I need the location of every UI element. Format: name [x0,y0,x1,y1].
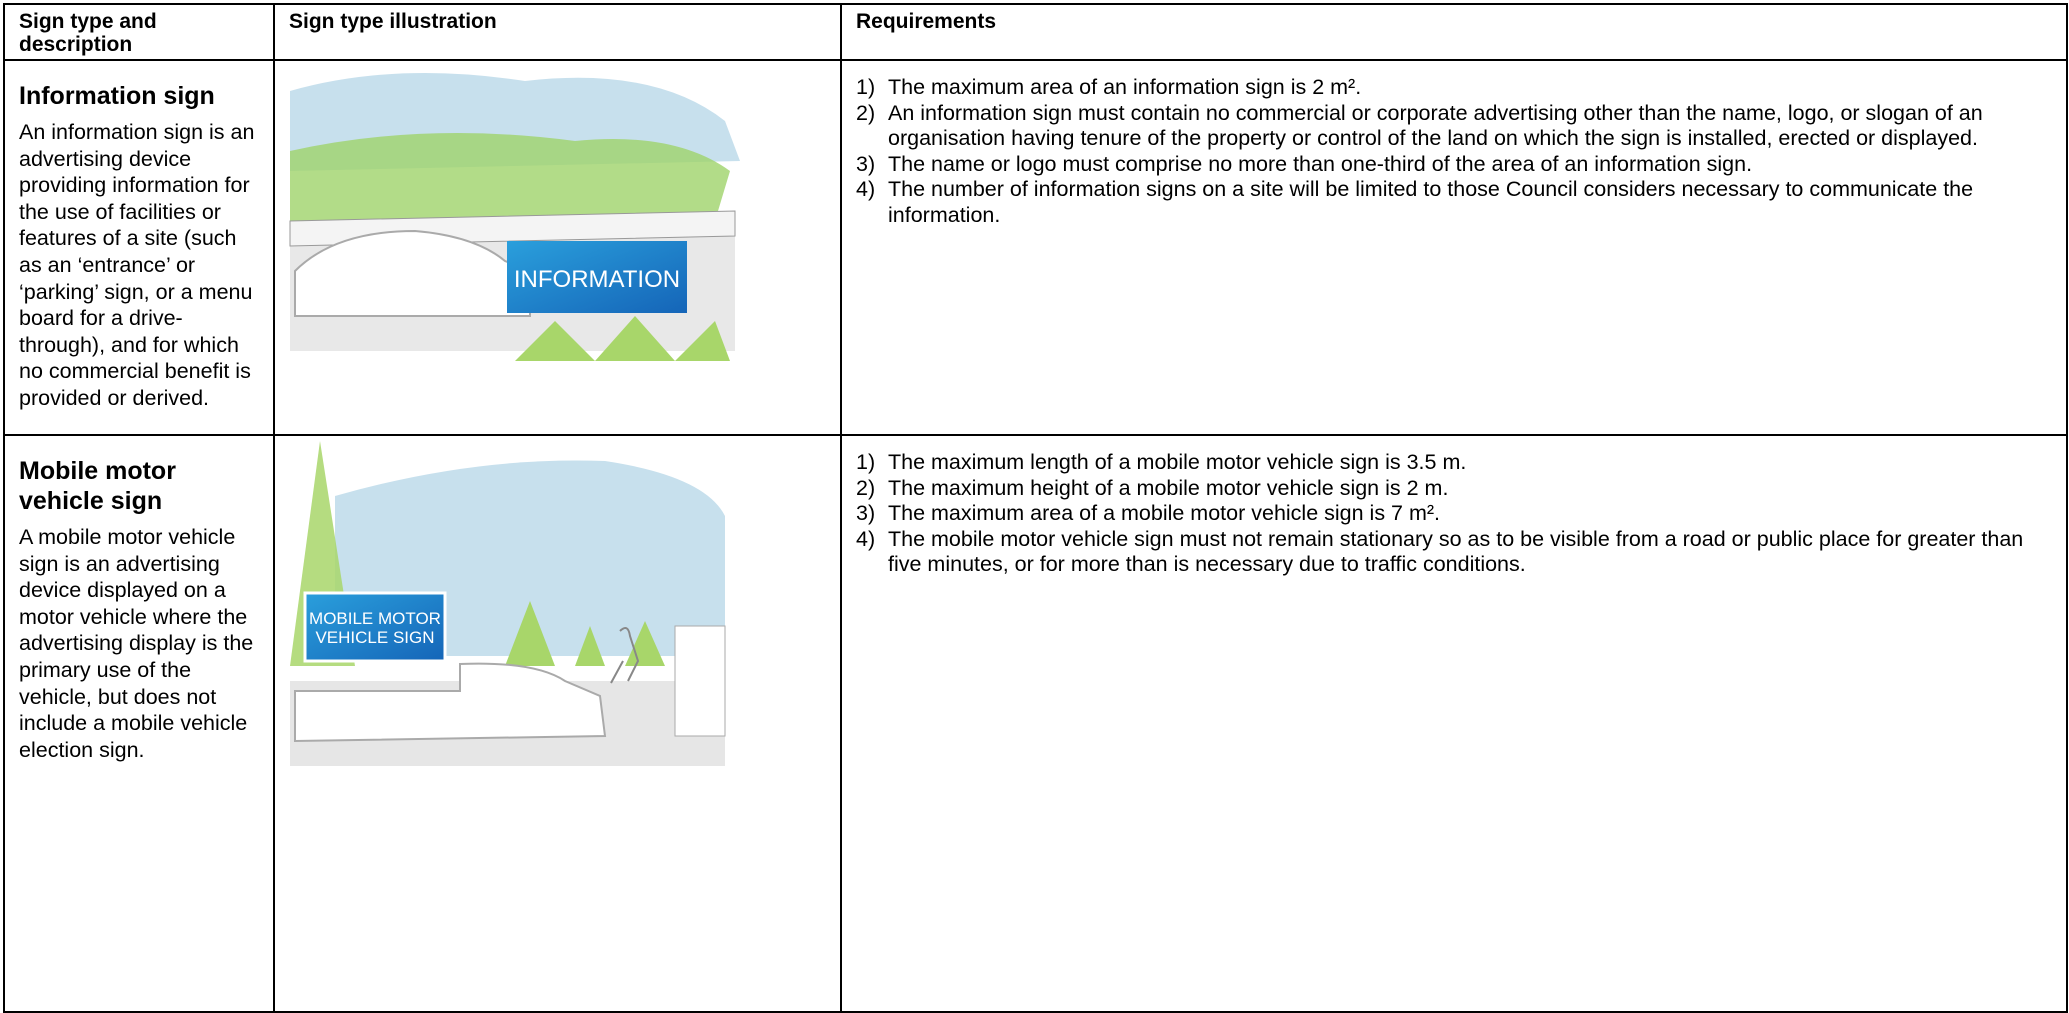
sign-text: INFORMATION [514,266,680,293]
requirement: 2)An information sign must contain no co… [856,101,2046,152]
requirement-number: 2) [856,101,888,152]
requirement-text: The maximum height of a mobile motor veh… [888,476,1448,502]
description-cell: Information sign An information sign is … [4,60,274,435]
illustration-cell: MOBILE MOTOR VEHICLE SIGN [274,435,841,1012]
requirement-text: The maximum area of an information sign … [888,75,1361,101]
requirement-number: 3) [856,501,888,527]
requirements-cell: 1)The maximum area of an information sig… [841,60,2067,435]
sign-title: Information sign [19,81,263,111]
requirement-number: 1) [856,450,888,476]
sign-text: VEHICLE SIGN [315,628,434,647]
header-cell: Sign type and description [4,4,274,60]
illustration: MOBILE MOTOR VEHICLE SIGN [275,436,842,766]
sign-text: MOBILE MOTOR [309,609,441,628]
requirement-number: 3) [856,152,888,178]
requirement: 4)The mobile motor vehicle sign must not… [856,527,2046,578]
page: Sign type and description Sign type illu… [0,0,2069,1009]
requirement-text: An information sign must contain no comm… [888,101,2046,152]
row: Mobile motor vehicle sign A mobile motor… [4,435,2067,1012]
requirement-text: The mobile motor vehicle sign must not r… [888,527,2046,578]
sign-description: An information sign is an advertising de… [19,119,263,412]
illustration-cell: INFORMATION [274,60,841,435]
requirement-number: 1) [856,75,888,101]
sign-description: A mobile motor vehicle sign is an advert… [19,524,263,763]
requirement-number: 2) [856,476,888,502]
requirements-cell: 1)The maximum length of a mobile motor v… [841,435,2067,1012]
requirement: 3)The name or logo must comprise no more… [856,152,2046,178]
requirement: 4)The number of information signs on a s… [856,177,2046,228]
sign-table: Sign type and description Sign type illu… [3,3,2068,1013]
requirement-text: The name or logo must comprise no more t… [888,152,1752,178]
description-cell: Mobile motor vehicle sign A mobile motor… [4,435,274,1012]
header-cell: Sign type illustration [274,4,841,60]
requirement: 1)The maximum length of a mobile motor v… [856,450,2046,476]
illustration: INFORMATION [275,61,842,429]
requirement-number: 4) [856,177,888,228]
header-cell: Requirements [841,4,2067,60]
header-row: Sign type and description Sign type illu… [4,4,2067,60]
building [675,626,725,736]
row: Information sign An information sign is … [4,60,2067,435]
truck [295,664,605,741]
requirement-text: The number of information signs on a sit… [888,177,2046,228]
requirement-number: 4) [856,527,888,578]
requirement: 1)The maximum area of an information sig… [856,75,2046,101]
requirement-text: The maximum area of a mobile motor vehic… [888,501,1440,527]
requirement: 2)The maximum height of a mobile motor v… [856,476,2046,502]
requirement: 3)The maximum area of a mobile motor veh… [856,501,2046,527]
requirement-text: The maximum length of a mobile motor veh… [888,450,1466,476]
sign-title: Mobile motor vehicle sign [19,456,263,516]
